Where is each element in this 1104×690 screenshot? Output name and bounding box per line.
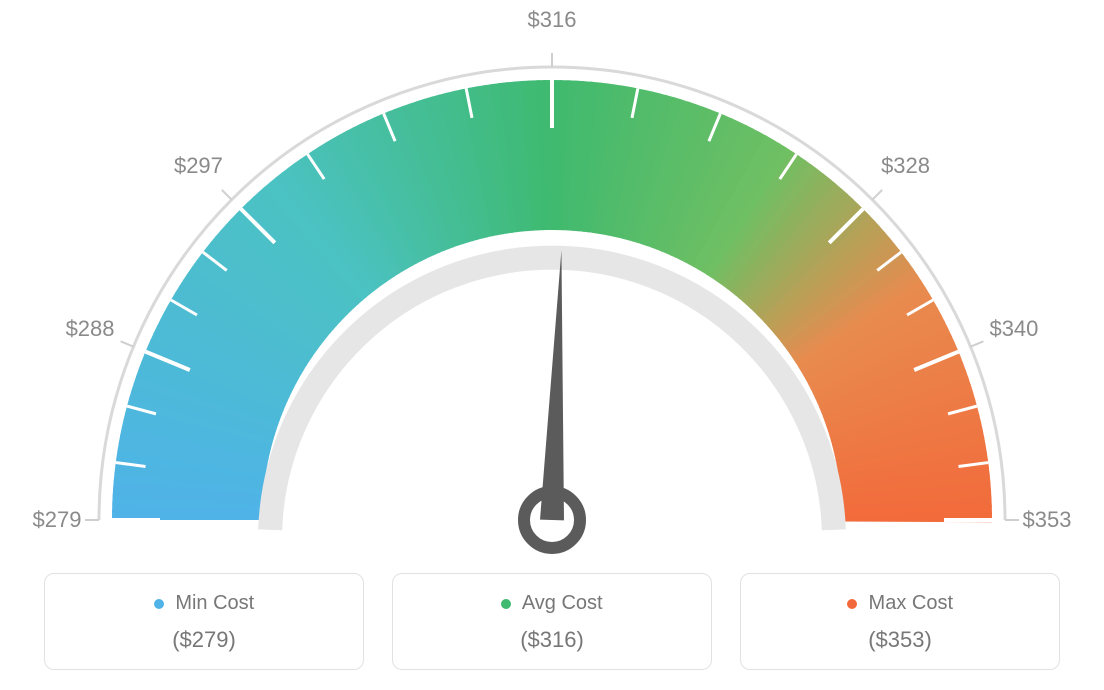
- legend-title-min: Min Cost: [55, 592, 353, 615]
- legend-title-max: Max Cost: [751, 592, 1049, 615]
- tick-label: $288: [66, 316, 115, 342]
- tick-label: $279: [33, 507, 82, 533]
- dot-min: [154, 599, 164, 609]
- legend-card-max: Max Cost ($353): [740, 573, 1060, 670]
- legend-value-max: ($353): [751, 627, 1049, 653]
- legend-row: Min Cost ($279) Avg Cost ($316) Max Cost…: [0, 573, 1104, 670]
- tick-label: $297: [174, 153, 223, 179]
- legend-card-min: Min Cost ($279): [44, 573, 364, 670]
- legend-title-max-text: Max Cost: [869, 592, 953, 614]
- legend-title-avg-text: Avg Cost: [522, 592, 603, 614]
- legend-title-min-text: Min Cost: [175, 592, 254, 614]
- dot-avg: [501, 599, 511, 609]
- gauge-svg: [0, 0, 1104, 560]
- tick-label: $353: [1023, 507, 1072, 533]
- legend-title-avg: Avg Cost: [403, 592, 701, 615]
- legend-value-avg: ($316): [403, 627, 701, 653]
- legend-card-avg: Avg Cost ($316): [392, 573, 712, 670]
- dot-max: [847, 599, 857, 609]
- gauge-chart: $279 $288 $297 $316 $328 $340 $353: [0, 0, 1104, 560]
- tick-label: $316: [528, 7, 577, 33]
- tick-label: $340: [989, 316, 1038, 342]
- tick-label: $328: [881, 153, 930, 179]
- legend-value-min: ($279): [55, 627, 353, 653]
